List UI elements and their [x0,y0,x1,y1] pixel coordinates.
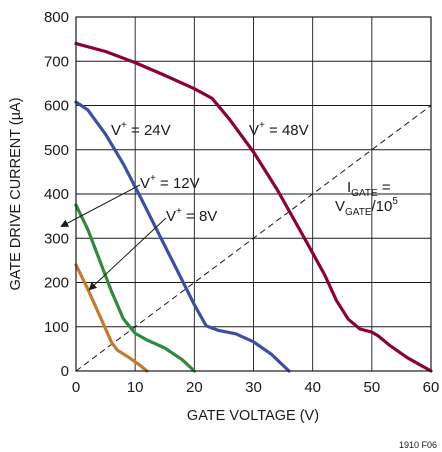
series-line-3 [74,263,149,373]
ref-label-line1: IGATE = [347,179,391,199]
reference-dashed-line [75,105,432,372]
y-tick-label: 400 [44,186,69,203]
y-tick-labels: 0 100 200 300 400 500 600 700 800 [44,9,69,380]
x-tick-labels: 0 10 20 30 40 50 60 [72,379,440,396]
series-line-1 [74,100,291,373]
y-tick-label: 600 [44,98,69,115]
label-12v: V+ = 12V [140,173,200,192]
plot-border [75,16,432,372]
arrow-12v [60,184,141,227]
x-tick-label: 30 [245,379,262,396]
label-24v: V+ = 24V [111,120,171,139]
x-tick-label: 40 [304,379,321,396]
y-tick-label: 300 [44,230,69,247]
y-tick-label: 500 [44,142,69,159]
x-tick-label: 20 [186,379,203,396]
ref-label-line2: VGATE/105 [335,196,398,218]
label-48v: V+ = 48V [249,120,309,139]
series-line-0 [74,42,433,373]
series-lines [74,42,433,373]
y-tick-label: 800 [44,9,69,26]
series-line-2 [74,203,196,373]
y-axis-title: GATE DRIVE CURRENT (µA) [8,97,24,290]
y-tick-label: 200 [44,275,69,292]
reference-line [75,105,432,372]
x-tick-label: 10 [127,379,144,396]
x-tick-label: 60 [423,379,440,396]
y-tick-label: 700 [44,53,69,70]
x-axis-title: GATE VOLTAGE (V) [187,408,319,424]
label-8v: V+ = 8V [166,206,217,225]
y-tick-label: 100 [44,319,69,336]
arrow-8v [88,217,167,291]
x-tick-label: 0 [72,379,80,396]
y-tick-label: 0 [61,363,69,380]
figure-code: 1910 F06 [399,440,437,450]
x-tick-label: 50 [363,379,380,396]
